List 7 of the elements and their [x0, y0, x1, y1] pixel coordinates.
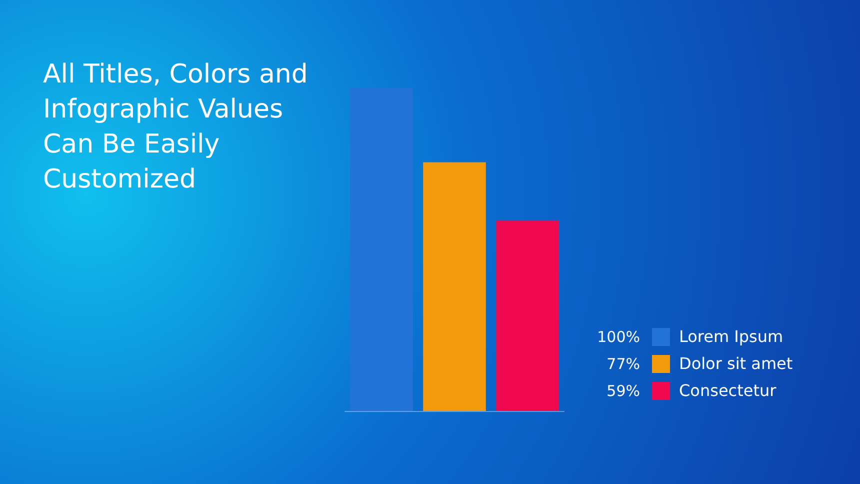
- text: 59%: [606, 382, 640, 400]
- text: Lorem Ipsum: [679, 327, 784, 346]
- text: 100%: [596, 328, 640, 346]
- text: 77%: [606, 354, 640, 372]
- text: Dolor sit amet: [679, 354, 793, 373]
- text: All Titles, Colors and Infographic Values Can Be Easily Customized: [43, 60, 316, 194]
- text: Consectetur: [679, 381, 776, 400]
